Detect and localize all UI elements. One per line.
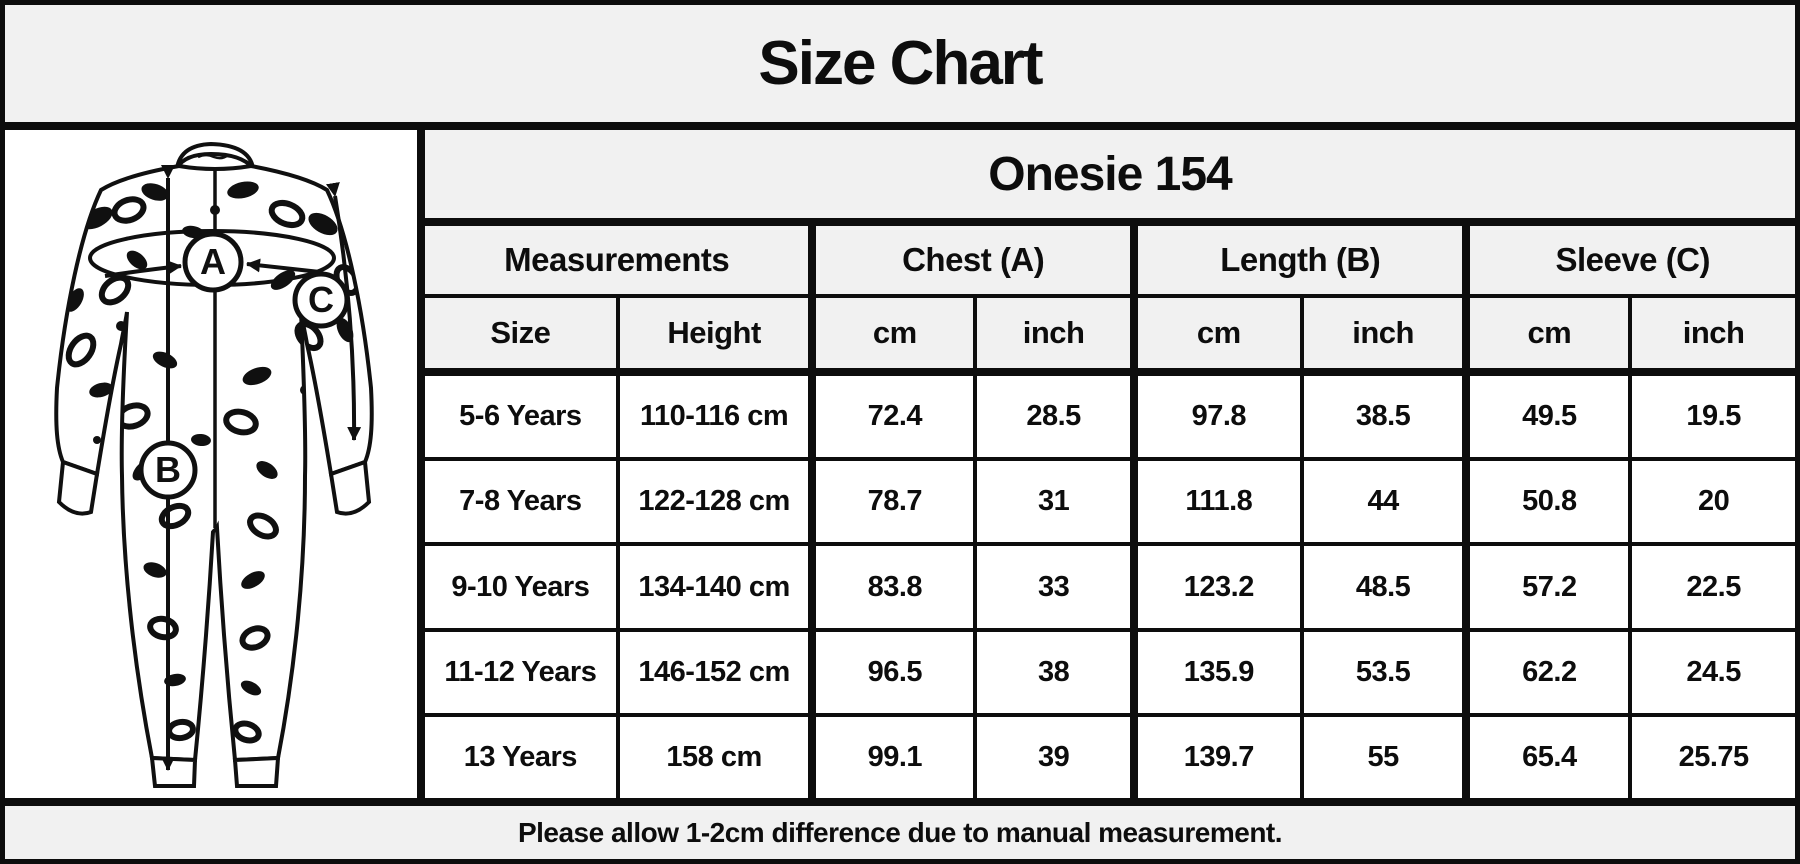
chest-measure-arrow: A [88, 229, 336, 293]
table-cell: 65.4 [1470, 716, 1633, 799]
column-header-size: Size [425, 298, 620, 368]
column-header-chest-cm: cm [816, 298, 978, 368]
table-cell: 22.5 [1686, 570, 1741, 603]
table-cell: 99.1 [816, 716, 978, 799]
column-header-sleeve-inch: inch [1682, 315, 1745, 350]
table-row: 7-8 Years 122-128 cm 78.7 31 111.8 44 50… [425, 461, 1795, 547]
table-cell: 139.7 [1138, 716, 1304, 799]
table-cell: 110-116 cm [620, 376, 817, 458]
group-header-length: Length (B) [1138, 226, 1471, 294]
table-cell: 55 [1304, 716, 1471, 799]
column-header-length-cm: cm [1138, 298, 1304, 368]
page-title: Size Chart [5, 5, 1795, 130]
table-cell: 38.5 [1304, 376, 1471, 458]
table-cell: 31 [977, 461, 1138, 543]
column-header-sleeve-cm: cm [1470, 298, 1633, 368]
table-cell: 28.5 [977, 376, 1138, 458]
marker-b-label: B [155, 449, 181, 490]
group-header-row: Measurements Chest (A) Length (B) Sleeve… [425, 226, 1795, 298]
collar-brand-tag [197, 153, 229, 160]
table-cell: 5-6 Years [425, 376, 620, 458]
column-header-chest-inch: inch [977, 298, 1138, 368]
table-cell: 146-152 cm [620, 631, 817, 713]
column-header-row: Size Height cm inch cm inch cm inch [425, 298, 1795, 376]
table-cell: 44 [1304, 461, 1471, 543]
table-cell: 78.7 [816, 461, 978, 543]
sleeve-measure-arrow: C [292, 182, 362, 441]
table-cell: 123.2 [1138, 546, 1304, 628]
table-cell: 49.5 [1470, 376, 1633, 458]
group-header-measurements: Measurements [425, 226, 817, 294]
garment-figure-panel: A B C [5, 130, 425, 798]
group-header-sleeve: Sleeve (C) [1555, 241, 1711, 278]
table-cell: 83.8 [816, 546, 978, 628]
table-cell: 57.2 [1470, 546, 1633, 628]
table-cell: 62.2 [1470, 631, 1633, 713]
table-cell: 33 [977, 546, 1138, 628]
table-cell: 50.8 [1470, 461, 1633, 543]
table-cell: 72.4 [816, 376, 978, 458]
table-cell: 20 [1697, 485, 1730, 518]
table-cell: 9-10 Years [425, 546, 620, 628]
measurement-disclaimer: Please allow 1-2cm difference due to man… [5, 798, 1795, 859]
table-cell: 39 [977, 716, 1138, 799]
table-cell: 135.9 [1138, 631, 1304, 713]
marker-a-label: A [200, 241, 226, 282]
main-area: A B C Onesie 154 Measurements [5, 130, 1795, 799]
table-row: 9-10 Years 134-140 cm 83.8 33 123.2 48.5… [425, 546, 1795, 632]
table-row: 5-6 Years 110-116 cm 72.4 28.5 97.8 38.5… [425, 376, 1795, 462]
table-cell: 7-8 Years [425, 461, 620, 543]
table-cell: 96.5 [816, 631, 978, 713]
table-cell: 158 cm [620, 716, 817, 799]
column-header-length-inch: inch [1304, 298, 1471, 368]
table-row: 13 Years 158 cm 99.1 39 139.7 55 65.4 25… [425, 716, 1795, 799]
length-measure-arrow: B [138, 165, 198, 771]
marker-c-label: C [308, 279, 334, 320]
collar [175, 141, 257, 175]
table-cell: 13 Years [425, 716, 620, 799]
table-cell: 38 [977, 631, 1138, 713]
table-cell: 11-12 Years [425, 631, 620, 713]
table-cell: 122-128 cm [620, 461, 817, 543]
group-header-chest: Chest (A) [816, 226, 1138, 294]
product-name-header: Onesie 154 [425, 130, 1795, 226]
table-row: 11-12 Years 146-152 cm 96.5 38 135.9 53.… [425, 631, 1795, 717]
column-header-height: Height [620, 298, 817, 368]
table-cell: 24.5 [1686, 655, 1741, 688]
table-cell: 48.5 [1304, 546, 1471, 628]
size-table: Onesie 154 Measurements Chest (A) Length… [425, 130, 1795, 799]
table-cell: 134-140 cm [620, 546, 817, 628]
table-cell: 97.8 [1138, 376, 1304, 458]
table-cell: 25.75 [1678, 740, 1750, 773]
table-cell: 19.5 [1686, 400, 1741, 433]
onesie-line-drawing: A B C [54, 141, 374, 788]
table-cell: 53.5 [1304, 631, 1471, 713]
table-cell: 111.8 [1138, 461, 1304, 543]
